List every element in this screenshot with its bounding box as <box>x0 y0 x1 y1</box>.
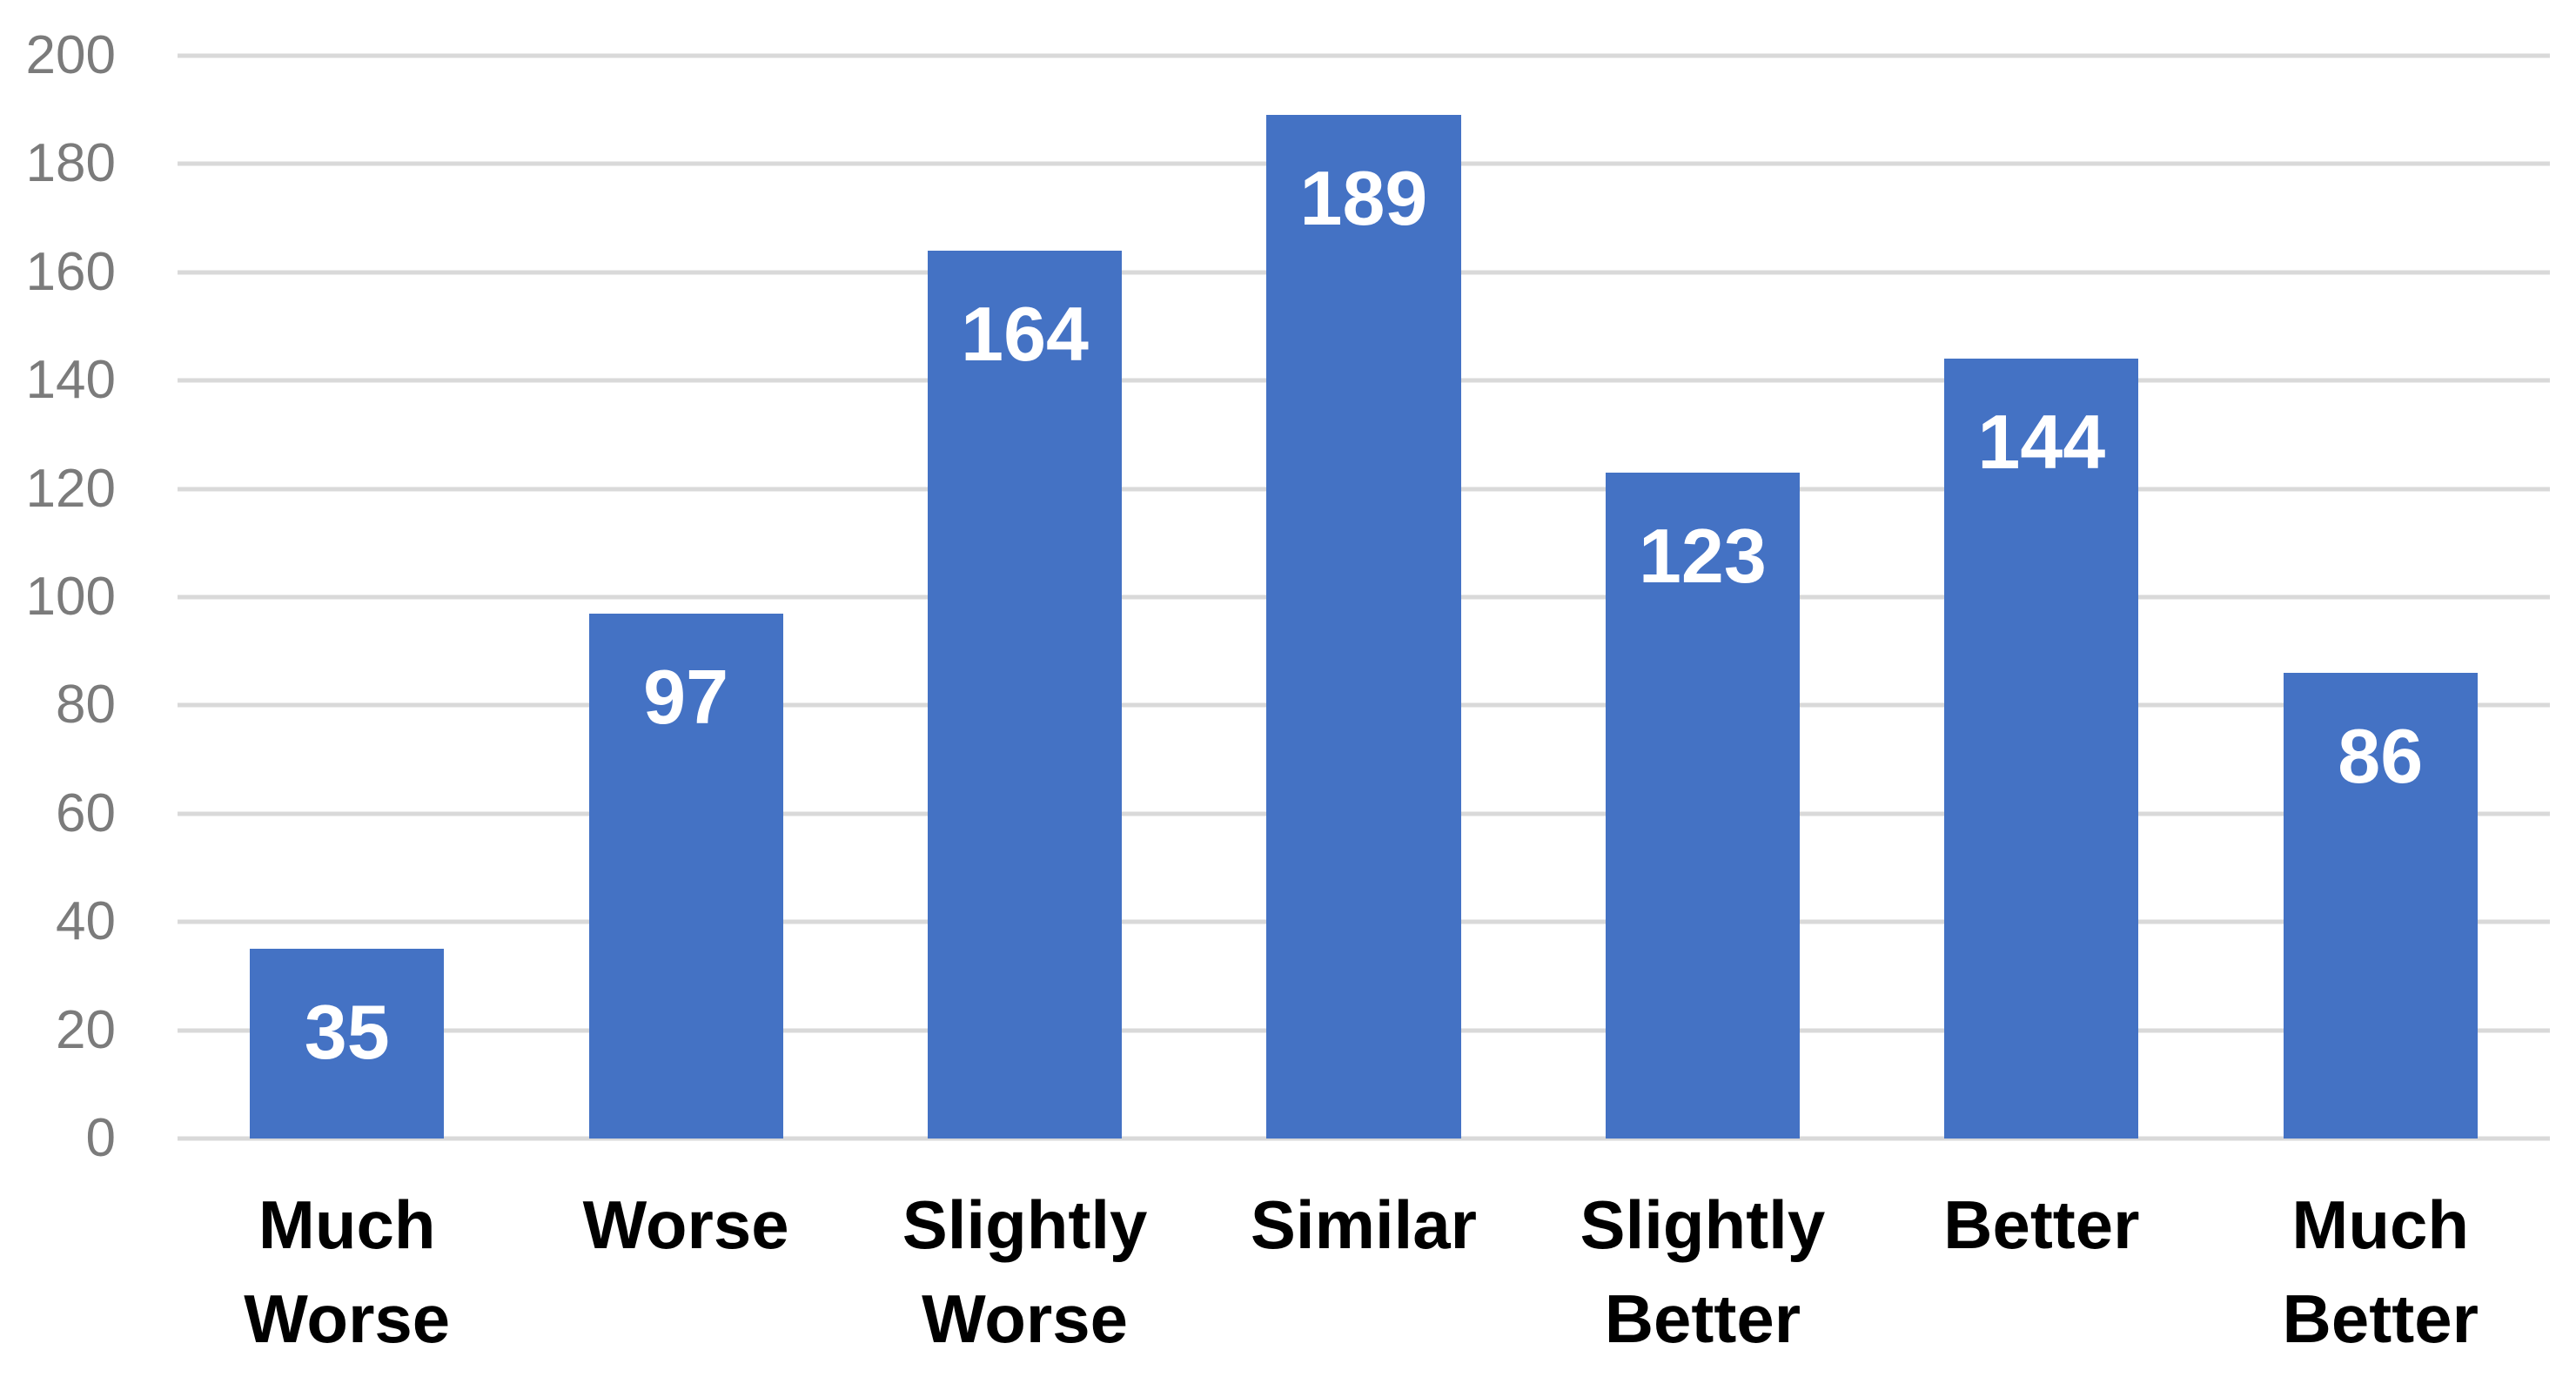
bar-column-better: 144 <box>1872 56 2210 1139</box>
y-axis-tick-label-180: 180 <box>25 133 116 194</box>
bar-column-worse: 97 <box>516 56 855 1139</box>
x-axis-category-label-much-better: Much Better <box>2282 1186 2479 1357</box>
gridline-0 <box>178 1136 2550 1141</box>
bar-better: 144 <box>1944 359 2139 1139</box>
y-axis-tick-label-0: 0 <box>85 1108 116 1168</box>
y-axis-tick-label-20: 20 <box>56 999 116 1060</box>
bar-much-worse: 35 <box>250 949 445 1139</box>
x-axis-category-label-worse: Worse <box>582 1186 789 1263</box>
data-label-much-worse: 35 <box>304 989 390 1076</box>
x-axis-category-label-slightly-better: Slightly Better <box>1580 1186 1826 1357</box>
y-axis-tick-label-100: 100 <box>25 567 116 627</box>
data-label-slightly-better: 123 <box>1638 512 1767 599</box>
bar-worse: 97 <box>588 613 783 1139</box>
gridline-200 <box>178 53 2550 58</box>
bar-column-much-better: 86 <box>2211 56 2550 1139</box>
y-axis-tick-label-60: 60 <box>56 783 116 843</box>
data-label-better: 144 <box>1977 399 2106 486</box>
data-label-slightly-worse: 164 <box>961 290 1089 377</box>
x-axis: Much Worse Worse Slightly Worse Similar Slig… <box>178 1139 2550 1366</box>
y-axis-tick-label-140: 140 <box>25 350 116 411</box>
bar-much-better: 86 <box>2283 673 2478 1139</box>
y-axis-tick-label-120: 120 <box>25 458 116 519</box>
plot-area: 35 97 164 189 123 144 86 <box>178 53 2550 1141</box>
bar-similar: 189 <box>1266 115 1461 1139</box>
y-axis-tick-label-200: 200 <box>25 25 116 85</box>
bar-slightly-worse: 164 <box>927 250 1123 1139</box>
y-axis-tick-label-80: 80 <box>56 675 116 736</box>
y-axis-tick-label-160: 160 <box>25 241 116 302</box>
y-axis-tick-label-40: 40 <box>56 891 116 952</box>
bars-row: 35 97 164 189 123 144 86 <box>178 56 2550 1139</box>
bar-column-slightly-better: 123 <box>1533 56 1872 1139</box>
x-axis-category-label-similar: Similar <box>1250 1186 1478 1263</box>
x-axis-category-label-slightly-worse: Slightly Worse <box>902 1186 1148 1357</box>
y-axis: 0 20 40 60 80 100 120 140 160 180 200 <box>0 29 116 1165</box>
data-label-worse: 97 <box>643 653 729 740</box>
data-label-similar: 189 <box>1299 155 1428 242</box>
x-axis-category-label-better: Better <box>1943 1186 2140 1263</box>
bar-column-slightly-worse: 164 <box>855 56 1194 1139</box>
bar-column-similar: 189 <box>1194 56 1533 1139</box>
data-label-much-better: 86 <box>2338 713 2424 800</box>
bar-column-much-worse: 35 <box>178 56 516 1139</box>
x-axis-category-label-much-worse: Much Worse <box>244 1186 451 1357</box>
bar-slightly-better: 123 <box>1605 472 1800 1139</box>
